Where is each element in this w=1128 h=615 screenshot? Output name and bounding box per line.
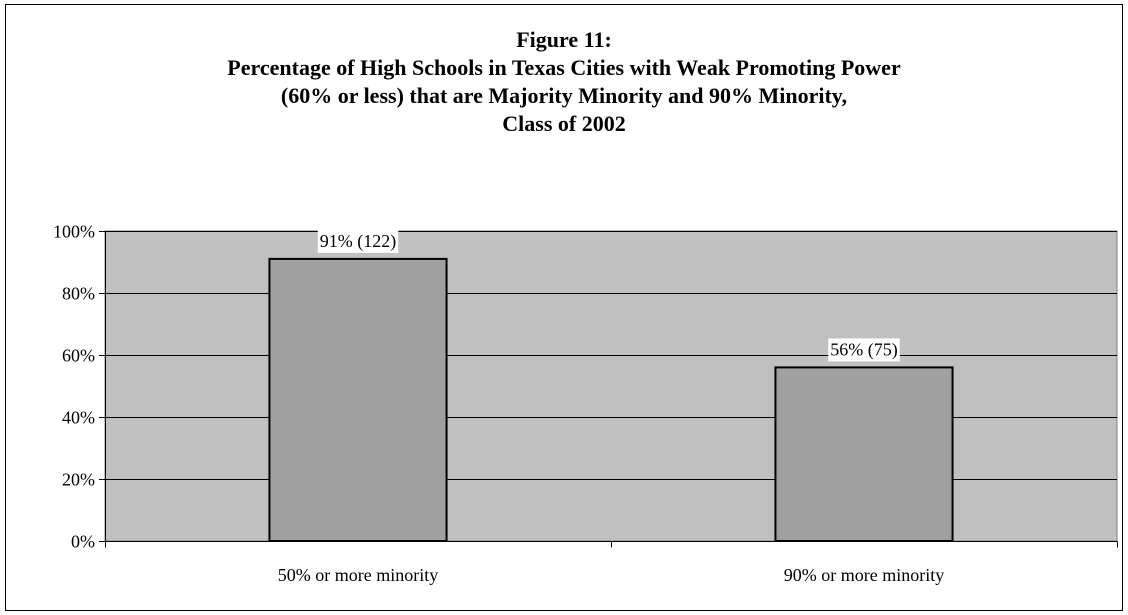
x-tick-label-2: 90% or more minority (784, 565, 944, 585)
data-label-text-2: 56% (75) (830, 339, 897, 360)
y-tick-label-0: 0% (71, 532, 95, 552)
data-label-text-1: 91% (122) (320, 231, 396, 252)
y-axis: 0% 20% 40% 60% 80% 100% (53, 222, 106, 552)
data-label-background-2 (828, 338, 900, 362)
chart-title-line-1: Figure 11: (516, 27, 612, 52)
data-label-2: 56% (75) (828, 338, 900, 362)
bar-1 (268, 257, 448, 542)
y-tick-label-60: 60% (62, 346, 95, 366)
y-tick-label-20: 20% (62, 470, 95, 490)
chart-title: Figure 11: Percentage of High Schools in… (0, 26, 1128, 138)
x-tick-label-1: 50% or more minority (278, 565, 438, 585)
plot-area (104, 230, 1118, 542)
bars (268, 257, 954, 542)
y-tick-label-80: 80% (62, 284, 95, 304)
x-axis: 50% or more minority 90% or more minority (105, 541, 1118, 585)
chart-title-line-3: (60% or less) that are Majority Minority… (280, 83, 848, 108)
y-tick-label-100: 100% (53, 222, 95, 242)
data-label-background-1 (317, 229, 399, 253)
chart-title-line-2: Percentage of High Schools in Texas Citi… (227, 55, 901, 80)
y-tick-label-40: 40% (62, 408, 95, 428)
chart-title-line-4: Class of 2002 (502, 111, 626, 136)
bar-2 (774, 366, 954, 542)
data-labels: 91% (122) 56% (75) (317, 229, 900, 362)
data-label-1: 91% (122) (317, 229, 399, 253)
